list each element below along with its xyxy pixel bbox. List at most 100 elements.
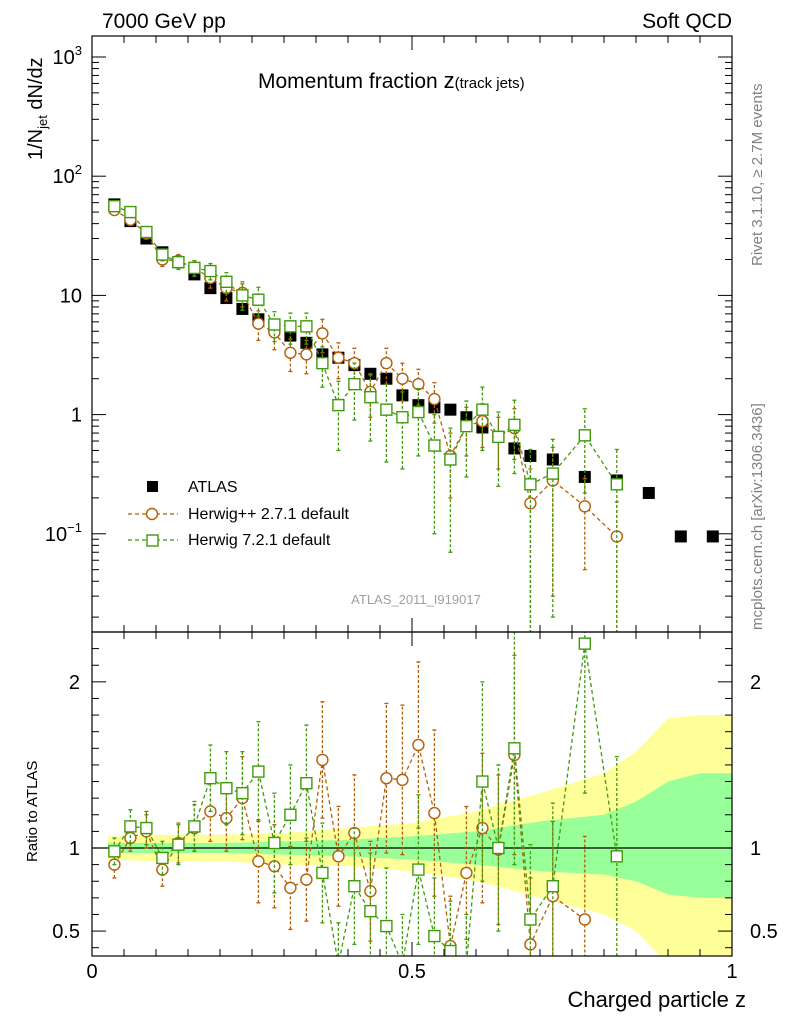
ratio-point [412, 863, 425, 876]
ratio-point [333, 959, 344, 970]
data-point [316, 356, 329, 370]
series-line [114, 205, 618, 486]
ratio-point [316, 753, 329, 767]
ratio-error-bar [448, 900, 453, 956]
ratio-point [140, 821, 153, 835]
ratio-point [380, 772, 393, 785]
ratio-error-bar [400, 913, 405, 956]
ratio-error-bar [112, 837, 117, 866]
ratio-point [172, 838, 185, 851]
ratio-error-bar [614, 755, 619, 956]
data-point [316, 327, 329, 340]
ratio-error-bar [320, 822, 325, 924]
data-point [642, 486, 655, 499]
error-bar [550, 438, 555, 618]
ratio-error-bar [582, 632, 587, 794]
ratio-error-bar [192, 800, 197, 852]
uncertainty-band-outer [108, 715, 732, 956]
error-bar [352, 362, 357, 421]
ratio-series-1 [108, 632, 623, 970]
ratio-point [492, 841, 505, 855]
legend-entry-atlas: ATLAS [147, 479, 238, 496]
legend: ATLAS Herwig++ 2.7.1 default Herwig 7.2.… [128, 479, 350, 549]
error-bar [368, 373, 373, 442]
main-y-axis-label: 1/Njet dN/dz [25, 57, 50, 160]
y-tick-label-exponent: 2 [75, 162, 82, 177]
ratio-point [268, 836, 281, 850]
mcplots-label: mcplots.cern.ch [arXiv:1306.3436] [749, 403, 766, 630]
data-point [300, 348, 313, 361]
data-point [300, 320, 313, 333]
ratio-error-bar [176, 824, 181, 866]
ratio-error-bar [304, 724, 309, 843]
main-panel: Momentum fraction z(track jets) 1/Njet d… [25, 35, 733, 633]
ylabel-part-a: 1/N [25, 129, 47, 160]
data-point [428, 392, 441, 406]
error-bar [512, 399, 517, 475]
main-title-sub: (track jets) [455, 75, 525, 92]
legend-entry-herwig7: Herwig 7.2.1 default [128, 532, 331, 549]
ratio-point [396, 773, 409, 787]
data-point [220, 275, 233, 289]
ratio-point [300, 873, 313, 886]
error-bar [272, 311, 277, 343]
ratio-error-bar [528, 844, 533, 956]
ratio-point [252, 855, 265, 868]
ratio-y-tick-label: 2 [69, 672, 80, 694]
data-point [172, 255, 185, 269]
legend-label-atlas: ATLAS [188, 479, 238, 496]
x-tick-label: 0 [86, 961, 97, 983]
x-axis-label: Charged particle z [567, 987, 746, 1012]
y-tick-label-exponent: −1 [67, 520, 82, 535]
data-point [492, 430, 505, 444]
ratio-point [204, 772, 217, 785]
error-bar [256, 286, 261, 317]
ratio-error-bar [368, 840, 373, 942]
data-point [204, 264, 217, 278]
data-point [108, 200, 121, 213]
ratio-y-tick-label-right: 2 [750, 672, 761, 694]
ratio-point [236, 786, 249, 800]
ratio-error-bar [464, 913, 469, 956]
legend-label-herwig7: Herwig 7.2.1 default [188, 532, 331, 549]
data-point [380, 403, 393, 416]
error-bar [400, 391, 405, 470]
data-point [578, 429, 591, 442]
data-point [428, 439, 441, 452]
ratio-point [380, 919, 393, 933]
data-point [252, 317, 265, 330]
ratio-point [428, 929, 441, 943]
ratio-error-bar [400, 704, 405, 856]
analysis-watermark: ATLAS_2011_I919017 [351, 592, 481, 607]
ratio-y-tick-label: 0.5 [52, 921, 80, 943]
data-point [364, 390, 377, 404]
ratio-point [332, 850, 345, 863]
data-point [252, 293, 265, 306]
error-bar [240, 283, 245, 311]
ratio-error-bar [432, 877, 437, 956]
data-point [444, 403, 457, 416]
error-bar [480, 386, 485, 452]
y-tick-label-base: 10 [60, 285, 82, 307]
y-tick-label-base: 10 [45, 524, 67, 546]
legend-marker-herwigpp [145, 507, 159, 521]
error-bar [336, 380, 341, 452]
ratio-point [412, 738, 425, 752]
legend-marker-atlas [147, 481, 158, 492]
energy-label: 7000 GeV pp [102, 10, 226, 33]
ratio-y-tick-label: 1 [69, 838, 80, 860]
ratio-error-bar [336, 922, 341, 956]
ratio-error-bar [582, 835, 587, 956]
ratio-point [476, 775, 489, 788]
data-point [476, 403, 489, 416]
ratio-error-bar [368, 852, 373, 956]
main-title-text: Momentum fraction [258, 70, 444, 93]
ratio-point [316, 866, 329, 880]
data-point [124, 205, 137, 219]
y-tick-label: 103 [53, 43, 82, 69]
y-tick-label: 10−1 [45, 520, 82, 546]
ratio-panel: Ratio to ATLAS 0.5 0.5 1 1 2 2 0 0.5 1 Charged … [24, 631, 778, 1012]
legend-marker-herwig7 [146, 534, 159, 547]
error-bar [528, 448, 533, 632]
